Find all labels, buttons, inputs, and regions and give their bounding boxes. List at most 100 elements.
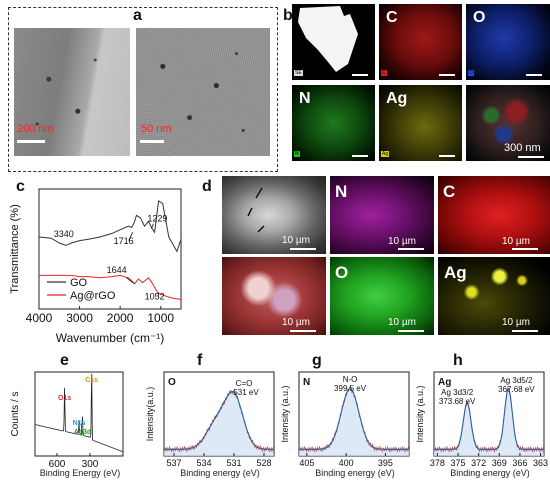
ftir-xtick-label: 1000 — [147, 311, 174, 325]
eds-map-overlay: 300 nm — [466, 85, 550, 161]
xps-fit-area — [164, 391, 274, 456]
o1s-title: O — [168, 377, 176, 388]
survey-peak-label: C1s — [85, 377, 98, 384]
xps-xtick-label: 531 — [226, 458, 241, 468]
ftir-ylabel: Transmittance (%) — [9, 204, 21, 293]
xps-xtick-label: 534 — [196, 458, 211, 468]
legend-label-go: GO — [70, 277, 88, 289]
scale-bar-o — [526, 74, 542, 76]
map-d-label-c: C — [443, 182, 456, 201]
map-d-c-scale-label: 10 µm — [502, 236, 530, 247]
n1s-peak-value: 399.5 eV — [334, 384, 367, 393]
ftir-legend: GO Ag@rGO — [47, 277, 116, 302]
panel-a-frame — [8, 7, 278, 172]
survey-plot-frame — [34, 371, 124, 457]
ftir-peak-label: 1052 — [145, 291, 165, 301]
xps-xtick-label: 400 — [339, 458, 354, 468]
scale-bar-ag — [439, 155, 455, 157]
eds-map-n: N N — [292, 85, 375, 161]
xps-xtick-label: 366 — [512, 458, 527, 468]
eds-map-o: O O — [466, 4, 550, 80]
scale-bar-se — [352, 74, 368, 76]
overlay-scale-label: 300 nm — [504, 142, 541, 154]
map-label-o: O — [473, 9, 486, 26]
panel-d-label: d — [202, 178, 212, 195]
panel-e-label: e — [60, 352, 69, 369]
o1s-ylabel: Intensity(a.u.) — [145, 387, 155, 442]
survey-peak-label: N1s — [73, 420, 86, 427]
xps-xtick-label: 378 — [430, 458, 445, 468]
eds-map-d-c: C 10 µm — [438, 176, 550, 254]
tag-o: O — [468, 70, 474, 76]
map-d-label-o: O — [335, 263, 349, 282]
ftir-arrow — [128, 232, 134, 241]
ftir-series-line — [38, 200, 182, 253]
xps-xtick-label: 395 — [378, 458, 393, 468]
map-d-n-scale-bar — [398, 248, 424, 250]
sem-image: 10 µm — [222, 176, 326, 254]
eds-map-ag: Ag Ag — [379, 85, 462, 161]
eds-map-se: SE — [292, 4, 375, 80]
tag-se: SE — [294, 70, 303, 76]
ag3d-peak-label: Ag 3d3/2 — [441, 388, 474, 397]
ftir-peak-label: 1644 — [107, 265, 127, 275]
map-d-overlay-scale-bar — [290, 330, 316, 332]
legend-label-agrgo: Ag@rGO — [70, 290, 116, 302]
scale-bar-overlay — [518, 156, 544, 158]
n1s-ylabel: Intensity (a.u.) — [280, 385, 290, 442]
tag-c: C — [381, 70, 387, 76]
scale-bar-left — [17, 140, 45, 143]
ag3d-xlabel: Binding energy (eV) — [450, 468, 530, 478]
xps-xtick-label: 375 — [451, 458, 466, 468]
eds-map-d-overlay: 10 µm — [222, 257, 326, 335]
n1s-peak-label: N-O — [343, 375, 358, 384]
xps-xtick-label: 369 — [492, 458, 507, 468]
ag3d-peak-value: 373.68 eV — [439, 397, 476, 406]
map-d-overlay-scale-label: 10 µm — [282, 317, 310, 328]
o1s-xlabel: Binding energy (eV) — [180, 468, 260, 478]
panel-c-label: c — [16, 178, 25, 195]
se-particle — [298, 6, 358, 72]
xps-fit-area — [299, 388, 409, 456]
map-label-n: N — [299, 90, 311, 107]
ag3d-title: Ag — [438, 377, 451, 388]
map-label-ag: Ag — [386, 90, 408, 107]
ag3d-peak-value: 367.68 eV — [498, 385, 535, 394]
panel-h-label: h — [453, 352, 463, 369]
sem-arrows — [247, 187, 265, 233]
scale-label-left: 200 nm — [17, 123, 54, 135]
eds-map-d-n: N 10 µm — [330, 176, 434, 254]
o1s-peak-value: 531 eV — [233, 388, 259, 397]
ftir-peak-label: 3340 — [54, 229, 74, 239]
o1s-peak-label: C=O — [236, 379, 253, 388]
sem-scale-label: 10 µm — [282, 235, 310, 246]
panel-b-label: b — [283, 7, 293, 24]
xps-envelope-line — [299, 388, 409, 450]
ag3d-ylabel: Intensity (a.u.) — [415, 385, 425, 442]
map-d-n-scale-label: 10 µm — [388, 236, 416, 247]
tag-n: N — [294, 151, 300, 157]
map-d-o-scale-label: 10 µm — [388, 317, 416, 328]
ftir-xtick-label: 2000 — [107, 311, 134, 325]
map-d-label-n: N — [335, 182, 348, 201]
n1s-title: N — [303, 377, 310, 388]
panel-a-label: a — [133, 7, 142, 24]
ftir-peak-label: 1716 — [114, 236, 134, 246]
tem-image-low-mag — [14, 28, 130, 156]
scale-bar-right — [140, 140, 164, 143]
map-d-label-ag: Ag — [444, 263, 467, 282]
xps-xtick-label: 372 — [471, 458, 486, 468]
ftir-xtick-label: 3000 — [66, 311, 93, 325]
survey-peak-label: Ag3d — [74, 429, 92, 436]
eds-map-c: C C — [379, 4, 462, 80]
panel-f-label: f — [197, 352, 203, 369]
scale-bar-c — [439, 74, 455, 76]
ftir-arrow — [151, 223, 154, 229]
map-d-o-scale-bar — [398, 330, 424, 332]
survey-xtick-label: 600 — [49, 459, 66, 470]
scale-label-right: 50 nm — [141, 123, 172, 135]
map-d-ag-scale-label: 10 µm — [502, 317, 530, 328]
